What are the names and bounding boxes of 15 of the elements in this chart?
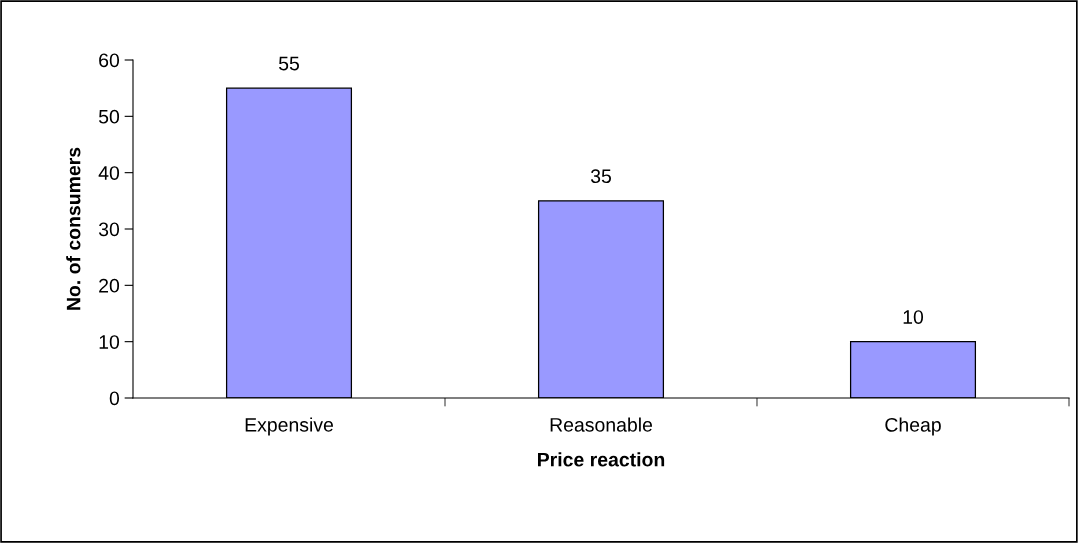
data-label: 35 <box>590 169 611 184</box>
y-tick-label: 0 <box>109 391 120 406</box>
y-tick-label: 40 <box>98 166 120 180</box>
x-axis-title: Price reaction <box>538 452 665 467</box>
y-tick-label: 50 <box>98 109 120 124</box>
y-tick-label: 10 <box>99 335 120 349</box>
data-label: 10 <box>903 310 924 324</box>
x-tick-label: Expensive <box>245 417 333 436</box>
y-axis-title: No. of consumers <box>66 147 81 310</box>
y-tick-label: 60 <box>99 53 120 68</box>
x-tick-label: Cheap <box>885 417 941 436</box>
data-label: 55 <box>278 56 299 71</box>
x-tick-label: Reasonable <box>550 417 653 432</box>
y-tick-label: 20 <box>99 278 120 293</box>
y-tick-label: 30 <box>98 222 120 237</box>
